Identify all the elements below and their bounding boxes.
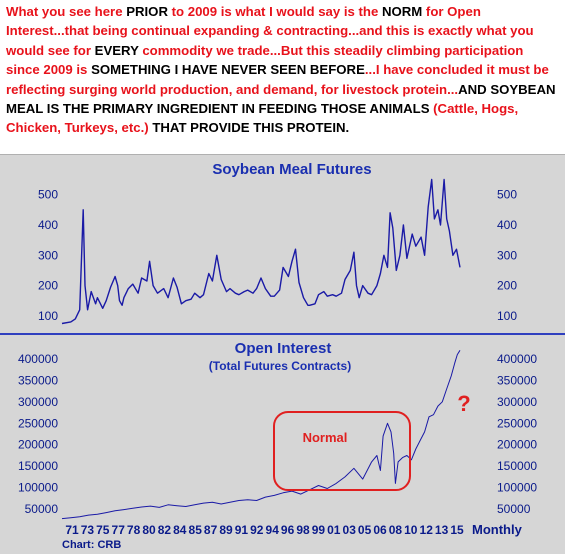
annotation-segment: EVERY xyxy=(94,42,139,58)
x-axis-ticks: 71 73 75 77 78 80 82 84 85 87 89 91 92 94 96 98 99 01 03 05… xyxy=(65,523,464,537)
y-tick-label-right: 150000 xyxy=(497,459,537,473)
y-tick-label-left: 300 xyxy=(38,248,58,262)
oi-panel-title: Open Interest xyxy=(235,340,332,357)
y-tick-label-right: 200000 xyxy=(497,438,537,452)
price-right-axis: 100 200 300 400 500 xyxy=(497,188,517,323)
x-tick-label: 78 xyxy=(127,523,141,537)
x-tick-label: 10 xyxy=(404,523,418,537)
y-tick-label-left: 350000 xyxy=(18,373,58,387)
oi-panel: 50000 100000 150000 200000 250000 300000 35000… xyxy=(18,340,537,520)
annotation-segment: PRIOR xyxy=(126,4,168,19)
y-tick-label-left: 100000 xyxy=(18,481,58,495)
y-tick-label-right: 100000 xyxy=(497,481,537,495)
annotation-segment: SOMETHING I HAVE NEVER SEEN BEFORE xyxy=(91,62,365,78)
oi-panel-subtitle: (Total Futures Contracts) xyxy=(209,359,351,373)
x-tick-label: 82 xyxy=(158,523,172,537)
y-tick-label-right: 100 xyxy=(497,309,517,323)
annotation-segment: What you see here xyxy=(6,4,127,19)
price-left-axis: 100 200 300 400 500 xyxy=(38,188,58,323)
annotation-segment: for Open Interest...that being continual… xyxy=(6,4,534,58)
y-tick-label-right: 200 xyxy=(497,279,517,293)
y-tick-label-left: 400 xyxy=(38,218,58,232)
oi-series-line xyxy=(61,350,461,520)
x-tick-label: 08 xyxy=(389,523,403,537)
y-tick-label-left: 200 xyxy=(38,279,58,293)
y-tick-label-right: 300 xyxy=(497,248,517,262)
x-tick-label: 01 xyxy=(327,523,341,537)
x-tick-label: 92 xyxy=(250,523,264,537)
x-tick-label: 15 xyxy=(450,523,464,537)
y-tick-label-right: 400 xyxy=(497,218,517,232)
x-tick-label: 94 xyxy=(266,523,280,537)
y-tick-label-right: 350000 xyxy=(497,373,537,387)
x-tick-label: 05 xyxy=(358,523,372,537)
annotation-text: What you see here PRIOR to 2009 is what … xyxy=(0,0,565,154)
oi-right-axis: 50000 100000 150000 200000 250000 300000 35000… xyxy=(497,352,537,516)
x-tick-label: 89 xyxy=(219,523,233,537)
y-tick-label-left: 300000 xyxy=(18,395,58,409)
y-tick-label-right: 300000 xyxy=(497,395,537,409)
x-tick-label: 91 xyxy=(235,523,249,537)
y-tick-label-left: 400000 xyxy=(18,352,58,366)
annotation-segment: to 2009 is what I would say is the xyxy=(167,4,382,19)
chart-background xyxy=(0,154,565,554)
y-tick-label-right: 400000 xyxy=(497,352,537,366)
chart: 100 200 300 400 500 100 200 300 400 500 Soybean … xyxy=(0,154,565,554)
x-tick-label: 13 xyxy=(435,523,449,537)
price-panel: 100 200 300 400 500 100 200 300 400 500 Soybean … xyxy=(38,161,517,325)
y-tick-label-left: 250000 xyxy=(18,416,58,430)
x-tick-label: 80 xyxy=(142,523,156,537)
normal-highlight-box xyxy=(273,411,411,491)
annotation-segment: commodity we trade...But this steadily c… xyxy=(6,42,524,78)
y-tick-label-left: 200000 xyxy=(18,438,58,452)
x-tick-label: 77 xyxy=(112,523,126,537)
y-tick-label-left: 100 xyxy=(38,309,58,323)
x-tick-label: 84 xyxy=(173,523,187,537)
y-tick-label-right: 500 xyxy=(497,188,517,202)
annotation-segment: (Cattle, Hogs, Chicken, Turkeys, etc.) xyxy=(6,101,519,136)
x-tick-label: 98 xyxy=(296,523,310,537)
x-tick-label: 96 xyxy=(281,523,295,537)
annotation-segment: NORM xyxy=(381,4,423,19)
x-tick-label: 85 xyxy=(189,523,203,537)
annotation-segment: ...I have concluded it must be reflectin… xyxy=(6,62,549,97)
y-tick-label-right: 250000 xyxy=(497,416,537,430)
chart-source-label: Chart: CRB xyxy=(62,539,121,551)
x-tick-label: 71 xyxy=(65,523,79,537)
x-tick-label: 75 xyxy=(96,523,110,537)
annotation-segment: AND SOYBEAN MEAL IS THE PRIMARY INGREDIE… xyxy=(6,81,556,117)
oi-left-axis: 50000 100000 150000 200000 250000 300000 35000… xyxy=(18,352,58,516)
y-tick-label-right: 50000 xyxy=(497,502,531,516)
y-tick-label-left: 150000 xyxy=(18,459,58,473)
x-tick-label: 73 xyxy=(81,523,95,537)
question-mark: ? xyxy=(457,391,470,416)
y-tick-label-left: 50000 xyxy=(25,502,59,516)
normal-label: Normal xyxy=(303,430,348,445)
x-tick-label: 03 xyxy=(343,523,357,537)
x-tick-label: 06 xyxy=(373,523,387,537)
price-series-line xyxy=(61,178,461,325)
x-tick-label: 87 xyxy=(204,523,218,537)
x-tick-label: 99 xyxy=(312,523,326,537)
price-panel-title: Soybean Meal Futures xyxy=(212,161,371,178)
x-axis-frequency-label: Monthly xyxy=(472,522,523,537)
annotation-segment: THAT PROVIDE THIS PROTEIN. xyxy=(152,120,350,136)
y-tick-label-left: 500 xyxy=(38,188,58,202)
x-tick-label: 12 xyxy=(420,523,434,537)
